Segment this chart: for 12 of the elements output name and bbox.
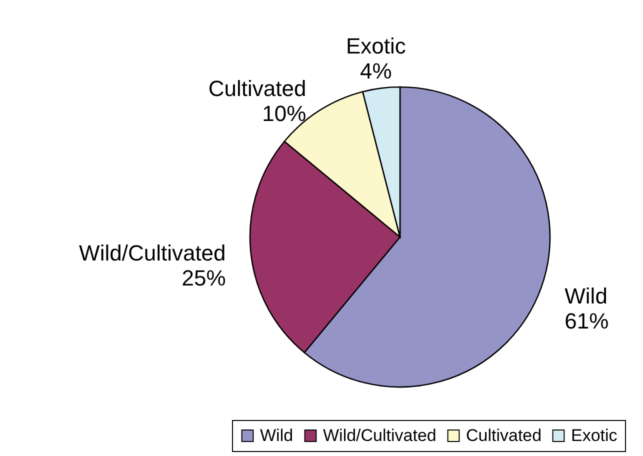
legend-label: Cultivated bbox=[466, 426, 542, 445]
data-label: 4% bbox=[360, 58, 392, 84]
legend-label: Wild bbox=[260, 426, 294, 445]
slice-label: Wild bbox=[564, 283, 608, 308]
slice-label: Wild/Cultivated bbox=[79, 240, 226, 266]
data-label: 25% bbox=[182, 265, 226, 290]
legend-label: Wild/Cultivated bbox=[323, 426, 436, 445]
slice-label: Exotic bbox=[346, 34, 406, 59]
slice-label: Cultivated bbox=[208, 76, 306, 102]
data-label: 10% bbox=[262, 101, 306, 126]
legend-label: Exotic bbox=[571, 426, 618, 445]
data-label: 61% bbox=[564, 308, 609, 334]
